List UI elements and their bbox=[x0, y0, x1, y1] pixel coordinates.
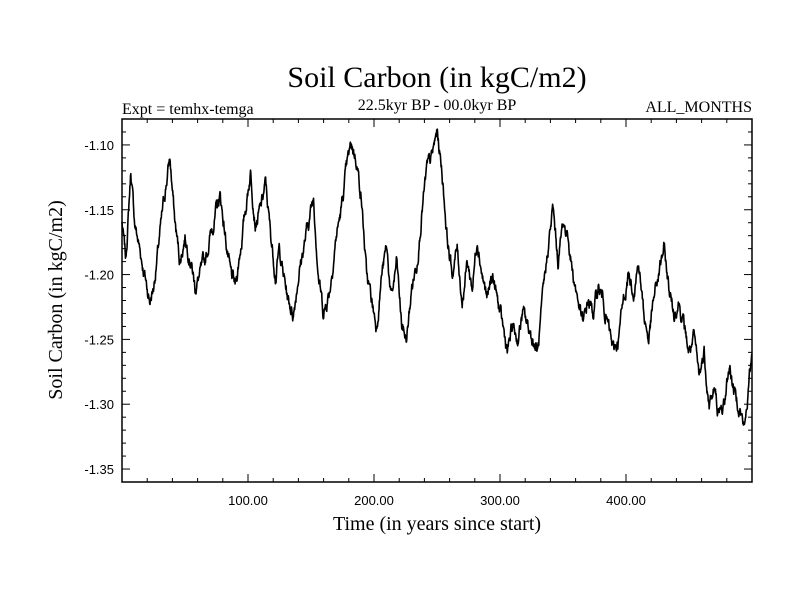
y-axis-label: Soil Carbon (in kgC/m2) bbox=[45, 200, 67, 399]
x-tick-label: 300.00 bbox=[480, 493, 520, 508]
series-layer bbox=[121, 128, 753, 426]
tick-layer: 100.00 200.00 300.00 400.00 -1.35 -1.30 -1.25 -… bbox=[84, 119, 752, 508]
x-tick-label: 400.00 bbox=[606, 493, 646, 508]
period-label: 22.5kyr BP - 00.0kyr BP bbox=[358, 97, 517, 114]
x-tick-label: 100.00 bbox=[228, 493, 268, 508]
months-label: ALL_MONTHS bbox=[645, 99, 752, 116]
y-tick-label: -1.25 bbox=[84, 332, 114, 347]
y-tick-label: -1.20 bbox=[84, 268, 114, 283]
experiment-label: Expt = temhx-temga bbox=[122, 101, 254, 118]
soil-carbon-series-line bbox=[121, 128, 753, 426]
x-axis-label: Time (in years since start) bbox=[333, 513, 541, 535]
y-tick-label: -1.35 bbox=[84, 462, 114, 477]
plot-frame bbox=[121, 118, 753, 483]
chart-title: Soil Carbon (in kgC/m2) bbox=[287, 61, 586, 94]
x-tick-label: 200.00 bbox=[354, 493, 394, 508]
y-tick-label: -1.30 bbox=[84, 397, 114, 412]
y-tick-label: -1.15 bbox=[84, 203, 114, 218]
y-tick-label: -1.10 bbox=[84, 138, 114, 153]
